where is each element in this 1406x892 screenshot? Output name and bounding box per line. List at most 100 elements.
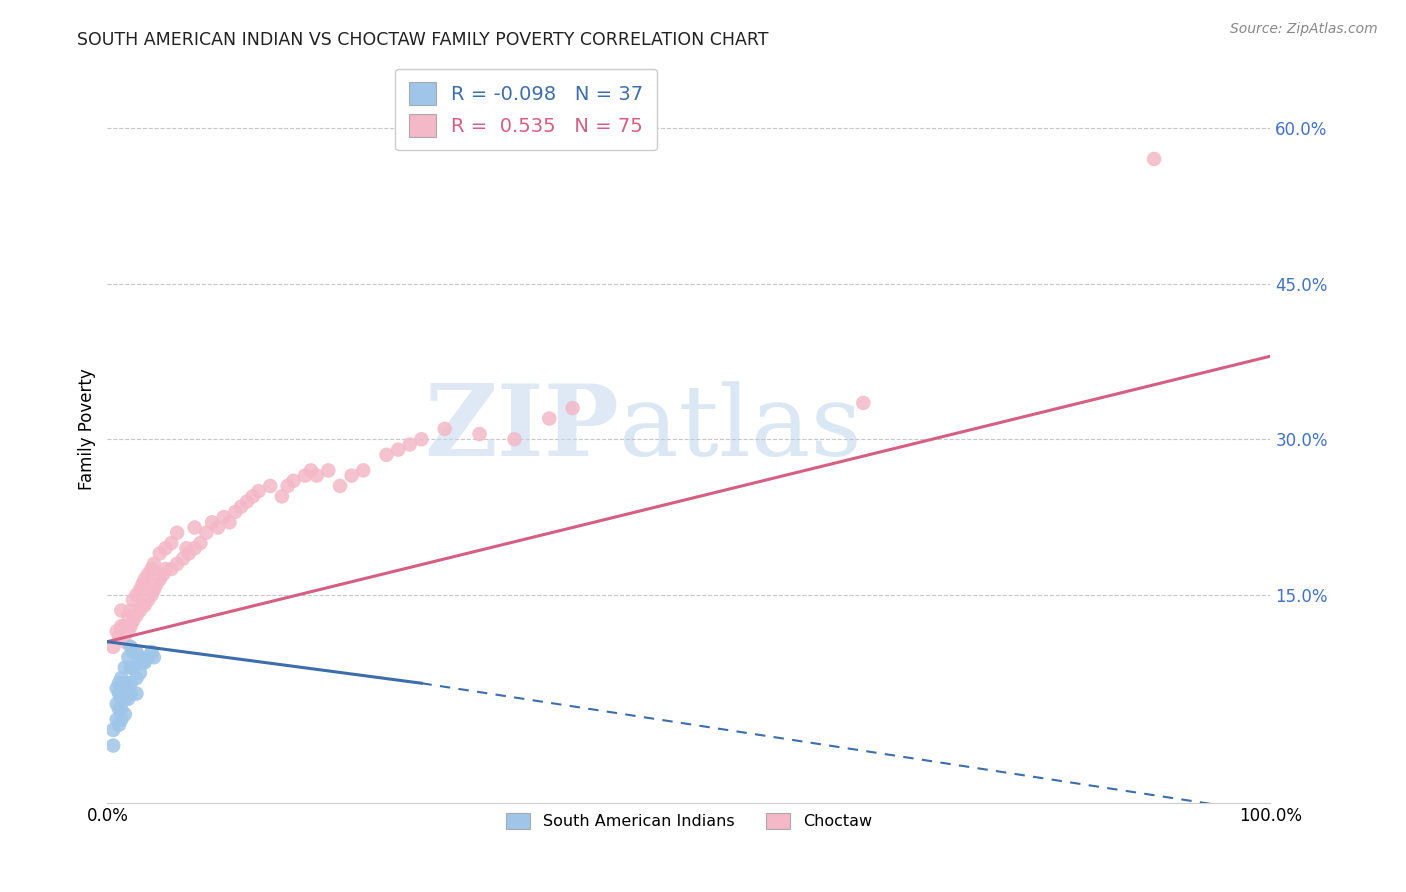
Point <box>125 671 148 685</box>
Point <box>352 463 374 477</box>
Point <box>145 577 167 591</box>
Point <box>103 739 125 753</box>
Point <box>305 468 328 483</box>
Point <box>561 401 583 416</box>
Point <box>183 520 205 534</box>
Point <box>277 479 299 493</box>
Point <box>117 676 139 690</box>
Point <box>110 681 132 696</box>
Point <box>538 411 561 425</box>
Text: SOUTH AMERICAN INDIAN VS CHOCTAW FAMILY POVERTY CORRELATION CHART: SOUTH AMERICAN INDIAN VS CHOCTAW FAMILY … <box>77 31 769 49</box>
Point <box>136 593 159 607</box>
Text: ZIP: ZIP <box>425 380 619 477</box>
Point <box>108 687 131 701</box>
Point <box>122 660 145 674</box>
Point <box>212 510 235 524</box>
Point <box>117 650 139 665</box>
Point <box>117 691 139 706</box>
Point <box>149 546 172 560</box>
Point <box>155 541 177 556</box>
Point <box>160 536 183 550</box>
Point <box>110 603 132 617</box>
Point <box>114 676 136 690</box>
Point <box>207 520 229 534</box>
Point <box>136 650 159 665</box>
Point <box>120 619 142 633</box>
Point <box>411 432 433 446</box>
Point <box>318 463 340 477</box>
Point <box>152 567 174 582</box>
Point <box>195 525 218 540</box>
Point <box>120 603 142 617</box>
Point <box>149 573 172 587</box>
Y-axis label: Family Poverty: Family Poverty <box>79 368 96 490</box>
Point <box>114 619 136 633</box>
Point <box>120 687 142 701</box>
Point <box>141 562 163 576</box>
Point <box>176 541 198 556</box>
Point <box>503 432 526 446</box>
Point <box>134 656 156 670</box>
Point <box>105 681 128 696</box>
Point <box>134 599 156 613</box>
Text: Source: ZipAtlas.com: Source: ZipAtlas.com <box>1230 22 1378 37</box>
Point <box>1143 152 1166 166</box>
Point <box>131 656 153 670</box>
Text: atlas: atlas <box>619 381 862 476</box>
Point <box>236 494 259 508</box>
Point <box>110 619 132 633</box>
Point <box>201 516 224 530</box>
Point <box>125 645 148 659</box>
Point <box>117 624 139 639</box>
Point <box>131 599 153 613</box>
Point <box>398 437 420 451</box>
Point <box>224 505 246 519</box>
Point <box>105 697 128 711</box>
Point <box>129 603 152 617</box>
Point <box>122 645 145 659</box>
Point <box>125 687 148 701</box>
Point <box>242 489 264 503</box>
Point <box>129 582 152 597</box>
Point <box>114 691 136 706</box>
Point <box>259 479 281 493</box>
Point <box>852 396 875 410</box>
Point <box>299 463 322 477</box>
Point <box>270 489 292 503</box>
Point <box>283 474 305 488</box>
Point <box>142 557 165 571</box>
Point <box>108 630 131 644</box>
Point <box>166 557 188 571</box>
Point <box>114 707 136 722</box>
Point <box>108 702 131 716</box>
Point <box>172 551 194 566</box>
Point <box>105 713 128 727</box>
Point <box>375 448 398 462</box>
Point <box>114 634 136 648</box>
Point <box>125 608 148 623</box>
Point <box>117 608 139 623</box>
Point <box>141 645 163 659</box>
Point <box>166 525 188 540</box>
Point <box>340 468 363 483</box>
Point <box>229 500 252 514</box>
Point <box>387 442 409 457</box>
Point <box>433 422 456 436</box>
Point <box>136 567 159 582</box>
Legend: South American Indians, Choctaw: South American Indians, Choctaw <box>499 806 879 836</box>
Point <box>103 640 125 654</box>
Point <box>108 676 131 690</box>
Point <box>155 562 177 576</box>
Point <box>110 691 132 706</box>
Point <box>122 593 145 607</box>
Point <box>142 650 165 665</box>
Point <box>160 562 183 576</box>
Point <box>190 536 212 550</box>
Point <box>218 516 240 530</box>
Point <box>294 468 316 483</box>
Point <box>131 577 153 591</box>
Point <box>120 660 142 674</box>
Point <box>468 427 491 442</box>
Point <box>103 723 125 737</box>
Point <box>114 660 136 674</box>
